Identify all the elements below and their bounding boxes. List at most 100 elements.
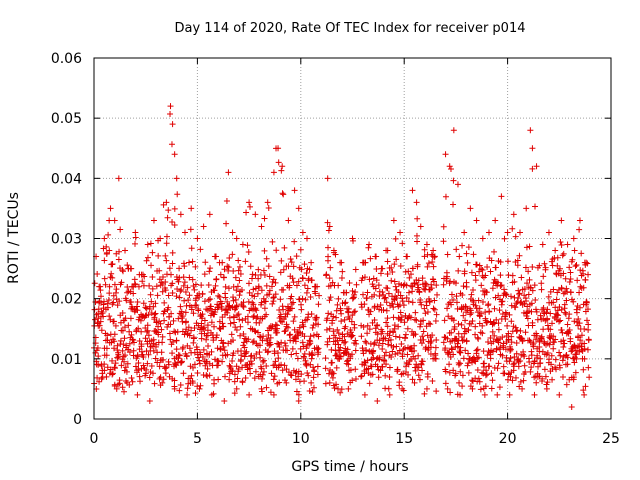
data-point <box>237 332 244 339</box>
data-point <box>212 282 219 289</box>
data-point <box>245 280 252 287</box>
data-point <box>510 211 517 218</box>
data-point <box>448 301 455 308</box>
data-point <box>549 320 556 327</box>
data-point <box>424 371 431 378</box>
x-tick-label: 15 <box>395 431 413 447</box>
data-point <box>276 314 283 321</box>
data-point <box>544 379 551 386</box>
data-point <box>337 353 344 360</box>
data-point <box>335 282 342 289</box>
data-point <box>577 267 584 274</box>
data-point <box>151 380 158 387</box>
data-point <box>581 355 588 362</box>
data-point <box>411 316 418 323</box>
data-point <box>171 151 178 158</box>
data-point <box>177 359 184 366</box>
data-point <box>252 368 259 375</box>
data-point <box>152 300 159 307</box>
data-point <box>95 306 102 313</box>
data-point <box>142 370 149 377</box>
data-point <box>292 335 299 342</box>
data-point <box>344 346 351 353</box>
data-point <box>324 175 331 182</box>
data-point <box>108 339 115 346</box>
data-point <box>180 370 187 377</box>
data-point <box>116 248 123 255</box>
data-point <box>474 334 481 341</box>
data-point <box>431 254 438 261</box>
data-point <box>128 375 135 381</box>
data-point <box>264 199 271 206</box>
data-point <box>474 366 481 373</box>
data-point <box>401 319 408 326</box>
data-point <box>512 374 519 381</box>
data-point <box>517 327 524 334</box>
data-point <box>395 323 402 330</box>
data-point <box>299 275 306 282</box>
data-point <box>246 199 253 206</box>
data-point <box>191 361 198 368</box>
data-point <box>582 383 589 390</box>
data-point <box>484 263 491 270</box>
data-point <box>426 299 433 306</box>
data-point <box>564 361 571 368</box>
data-point <box>258 375 265 382</box>
data-point <box>481 360 488 367</box>
data-point <box>384 315 391 322</box>
data-point <box>449 346 456 353</box>
data-point <box>307 361 314 368</box>
data-point <box>384 270 391 277</box>
data-point <box>289 275 296 282</box>
data-point <box>196 385 203 392</box>
data-point <box>389 269 396 276</box>
data-point <box>414 215 421 222</box>
data-point <box>334 326 341 333</box>
data-point <box>381 295 388 302</box>
data-point <box>304 369 311 376</box>
data-point <box>379 288 386 295</box>
data-point <box>111 338 118 345</box>
data-point <box>182 309 189 316</box>
data-point <box>97 318 104 325</box>
data-point <box>129 336 136 343</box>
data-point <box>576 217 583 224</box>
data-point <box>150 217 157 224</box>
data-point <box>248 360 255 367</box>
data-point <box>219 259 226 266</box>
data-point <box>121 324 128 331</box>
data-point <box>351 324 358 331</box>
data-point <box>192 263 199 270</box>
data-point <box>269 323 276 330</box>
data-point <box>167 271 174 278</box>
data-point <box>229 367 236 374</box>
data-point <box>501 235 508 242</box>
data-point <box>557 317 564 324</box>
data-point <box>261 305 268 312</box>
data-point <box>396 379 403 386</box>
data-point <box>360 324 367 331</box>
data-point <box>509 225 516 232</box>
data-point <box>470 251 477 258</box>
data-point <box>394 368 401 375</box>
data-point <box>571 359 578 366</box>
data-point <box>570 374 577 381</box>
data-point <box>516 252 523 259</box>
data-point <box>543 309 550 316</box>
data-point <box>571 318 578 325</box>
data-point <box>289 345 296 352</box>
data-point <box>177 382 184 389</box>
data-point <box>233 385 240 392</box>
data-point <box>249 271 256 278</box>
data-point <box>525 291 532 298</box>
data-point <box>408 282 415 289</box>
data-point <box>122 352 129 359</box>
data-point <box>322 380 329 387</box>
data-point <box>122 364 129 371</box>
data-point <box>292 369 299 376</box>
data-point <box>540 326 547 333</box>
data-point <box>398 316 405 323</box>
data-point <box>245 336 252 343</box>
data-point <box>412 331 419 338</box>
data-point <box>252 328 259 335</box>
